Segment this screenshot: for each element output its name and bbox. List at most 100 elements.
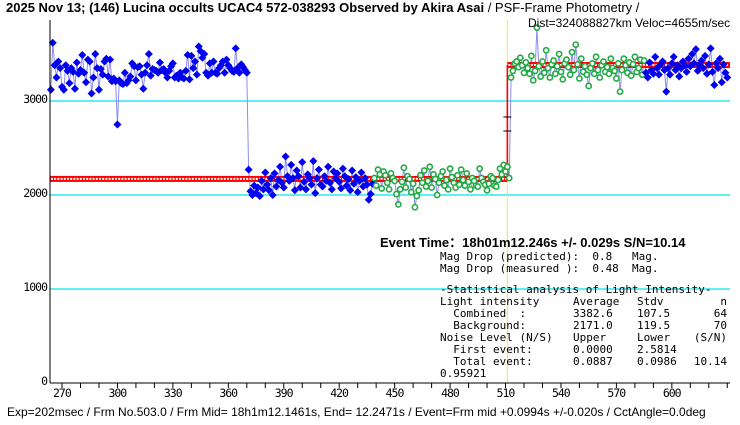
data-point <box>361 174 370 183</box>
stats-row: Total event: 0.0887 0.0986 10.14 <box>0 356 740 368</box>
data-point <box>527 52 535 60</box>
stats-cell: 2171.0 <box>573 319 613 332</box>
data-point <box>704 60 713 69</box>
data-point <box>276 162 285 171</box>
data-point <box>327 185 336 194</box>
data-point <box>503 163 511 171</box>
data-point <box>287 160 296 169</box>
data-point <box>607 55 615 63</box>
data-point <box>313 174 322 183</box>
chart-title: 2025 Nov 13; (146) Lucina occults UCAC4 … <box>6 1 639 15</box>
data-point <box>699 64 708 73</box>
data-point <box>200 50 209 58</box>
data-point <box>476 165 484 173</box>
data-point <box>590 70 598 78</box>
data-point <box>385 185 393 193</box>
data-point <box>688 50 697 58</box>
data-point <box>413 192 421 200</box>
data-point <box>444 185 452 193</box>
data-point <box>344 175 353 184</box>
data-point <box>706 44 715 53</box>
data-point <box>467 185 474 193</box>
data-point <box>433 191 441 199</box>
data-point <box>407 188 415 196</box>
x-tick-label: 360 <box>219 386 238 400</box>
data-point <box>524 64 532 72</box>
data-point <box>220 68 229 77</box>
data-point <box>537 73 545 80</box>
data-point <box>611 67 618 75</box>
data-point <box>675 72 684 81</box>
data-point <box>259 185 268 194</box>
y-tick-label: 1000 <box>23 280 48 294</box>
data-point <box>231 44 240 53</box>
data-point <box>337 184 346 193</box>
data-point <box>402 184 410 191</box>
x-tick-label: 510 <box>496 386 516 400</box>
data-point <box>717 78 726 87</box>
data-point <box>266 174 275 183</box>
data-point <box>396 185 404 193</box>
data-point <box>398 178 406 186</box>
stats-cell: Combined : <box>440 307 527 320</box>
data-point <box>415 186 423 194</box>
stats-cell: n <box>720 295 727 308</box>
data-point <box>603 63 611 71</box>
data-point <box>72 58 81 67</box>
data-point <box>572 41 580 48</box>
data-point <box>535 62 543 70</box>
data-point <box>574 60 581 68</box>
data-point <box>643 73 652 82</box>
data-point <box>682 67 691 76</box>
data-point <box>592 53 600 61</box>
data-point <box>346 186 355 195</box>
data-point <box>394 200 402 208</box>
data-point <box>272 182 281 191</box>
data-point <box>594 66 602 74</box>
data-point <box>576 75 583 82</box>
data-point <box>383 179 391 187</box>
data-point <box>342 181 351 190</box>
data-point <box>370 174 378 182</box>
data-point <box>555 50 563 58</box>
data-point <box>697 56 706 65</box>
data-point <box>620 55 628 63</box>
stats-cell: 0.0887 <box>573 355 613 368</box>
data-point <box>181 66 190 75</box>
data-point <box>126 72 135 81</box>
stats-row: Background: 2171.0 119.5 70 <box>0 320 740 332</box>
data-point <box>235 68 244 77</box>
data-point <box>372 182 380 189</box>
data-point <box>658 57 667 66</box>
data-point <box>539 58 546 65</box>
data-point <box>144 50 153 58</box>
data-point <box>485 180 493 188</box>
data-point <box>544 64 552 72</box>
data-point <box>455 181 463 189</box>
stats-row: Mag Drop (measured ): 0.48 Mag. <box>0 263 740 275</box>
data-point <box>52 73 61 82</box>
data-point <box>400 164 408 172</box>
data-point <box>461 182 469 189</box>
data-point <box>635 64 642 72</box>
data-point <box>710 81 719 90</box>
data-point <box>141 68 150 77</box>
data-point <box>420 167 428 174</box>
data-point <box>409 180 417 188</box>
data-point <box>281 152 290 161</box>
footer-info: Exp=202msec / Frm No.503.0 / Frm Mid= 18… <box>7 405 706 419</box>
data-point <box>723 73 732 82</box>
stats-cell: 119.5 <box>637 319 671 332</box>
data-point <box>426 163 434 171</box>
stats-cell: First event: <box>440 343 533 356</box>
data-point <box>600 58 607 65</box>
data-point <box>349 179 358 188</box>
data-point <box>85 57 94 66</box>
data-point <box>270 169 279 178</box>
data-point <box>559 75 567 83</box>
data-point <box>454 171 461 179</box>
data-point <box>701 51 710 60</box>
stats-cell: Mag Drop (measured ): 0.48 Mag. <box>440 262 659 275</box>
data-point <box>191 57 200 66</box>
data-point <box>431 175 439 183</box>
